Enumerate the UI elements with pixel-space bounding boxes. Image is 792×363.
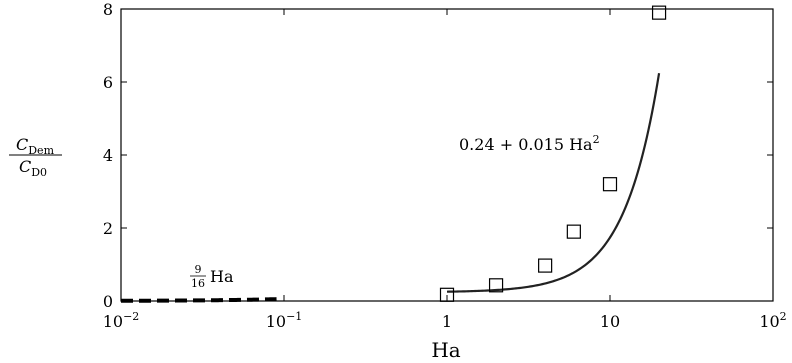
y-label-denominator-sub: D0 xyxy=(31,166,47,179)
y-axis-label: CDem CD0 xyxy=(9,135,62,179)
x-tick-label: 10−2 xyxy=(103,310,140,331)
data-point-square xyxy=(602,177,618,192)
data-point-square xyxy=(566,224,581,239)
data-point-square xyxy=(538,258,553,273)
quadratic-annotation-exp: 2 xyxy=(593,133,600,146)
y-label-numerator-sub: Dem xyxy=(28,144,54,157)
svg-text:CD0: CD0 xyxy=(19,157,47,179)
linear-annotation-text: Ha xyxy=(210,267,234,286)
data-markers xyxy=(439,5,667,302)
linear-fit-curve xyxy=(121,297,277,303)
x-tick-label: 1 xyxy=(442,312,452,331)
plot-frame xyxy=(120,8,774,302)
svg-text:CDem: CDem xyxy=(16,135,55,157)
x-axis-ticks: 10−2 10−1 1 10 102 xyxy=(103,9,787,331)
data-point-square xyxy=(439,287,455,302)
quadratic-annotation: 0.24 + 0.015 Ha2 xyxy=(459,133,600,154)
x-axis-label: Ha xyxy=(431,338,460,362)
quadratic-fit-curve xyxy=(446,73,661,293)
y-tick-label: 8 xyxy=(103,0,113,19)
linear-annotation-num: 9 xyxy=(195,263,202,276)
linear-annotation-den: 16 xyxy=(191,277,205,290)
quadratic-annotation-text: 0.24 + 0.015 Ha xyxy=(459,135,593,154)
x-tick-label: 10 xyxy=(600,312,620,331)
y-label-numerator: C xyxy=(16,135,28,154)
x-tick-label: 102 xyxy=(759,310,786,331)
y-axis-ticks: 0 2 4 6 8 xyxy=(103,0,773,311)
y-tick-label: 4 xyxy=(103,146,113,165)
y-tick-label: 2 xyxy=(103,219,113,238)
linear-annotation: 9 16 Ha xyxy=(190,263,234,290)
data-point-square xyxy=(651,5,667,20)
x-tick-label: 10−1 xyxy=(266,310,303,331)
data-point-square xyxy=(488,278,504,293)
y-tick-label: 0 xyxy=(103,292,113,311)
y-label-denominator: C xyxy=(19,157,31,176)
y-tick-label: 6 xyxy=(103,73,113,92)
